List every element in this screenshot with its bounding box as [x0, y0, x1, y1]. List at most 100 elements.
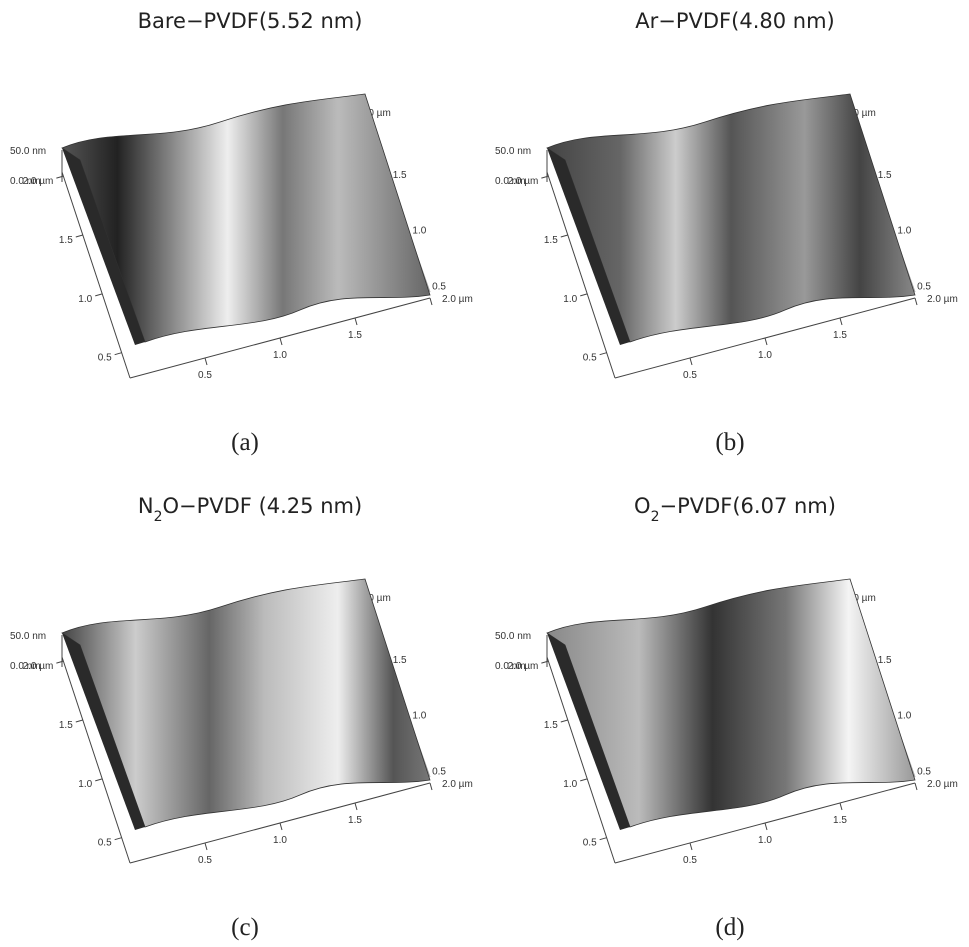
left-tick — [580, 778, 588, 782]
right-tick-label: 1.0 — [412, 711, 426, 722]
bottom-tick-label: 1.0 — [758, 835, 772, 846]
bottom-tick-label: 2.0 µm — [442, 779, 473, 790]
panel-label: (a) — [231, 429, 259, 456]
left-axis — [61, 656, 131, 864]
bottom-tick — [279, 337, 283, 346]
title-part: Ar−PVDF(4.80 nm) — [635, 9, 834, 33]
left-tick — [75, 234, 83, 238]
z-tick-label: 50.0 nm — [10, 631, 46, 642]
panel: Ar−PVDF(4.80 nm)50.0 nm0.0 nm2.0 µm1.51.… — [495, 9, 958, 456]
right-tick-label: 2.0 µm — [845, 593, 876, 604]
bottom-tick — [354, 802, 358, 811]
left-tick-label: 0.5 — [98, 353, 112, 364]
left-tick — [95, 293, 103, 297]
bottom-tick — [764, 337, 768, 346]
bottom-tick-label: 0.5 — [198, 855, 212, 866]
left-tick — [541, 660, 549, 664]
left-tick-label: 1.5 — [544, 720, 558, 731]
title-part: O−PVDF (4.25 nm) — [162, 494, 362, 518]
right-tick-label: 1.5 — [393, 170, 407, 181]
z-tick-label: 0.0 nm — [10, 176, 41, 187]
bottom-tick — [429, 782, 433, 791]
panel-title: O2−PVDF(6.07 nm) — [634, 494, 836, 525]
bottom-tick-label: 1.0 — [273, 835, 287, 846]
right-tick-label: 1.5 — [878, 655, 892, 666]
left-tick-label: 1.0 — [563, 779, 577, 790]
right-tick-label: 1.0 — [897, 226, 911, 237]
title-part: N — [138, 494, 154, 518]
bottom-tick — [839, 802, 843, 811]
z-tick-label: 0.0 nm — [495, 661, 526, 672]
surface — [546, 578, 916, 828]
panel: O2−PVDF(6.07 nm)50.0 nm0.0 nm2.0 µm1.51.… — [495, 494, 958, 941]
bottom-tick-label: 1.0 — [758, 350, 772, 361]
bottom-tick — [204, 842, 208, 851]
left-tick — [114, 837, 122, 841]
z-tick-label: 50.0 nm — [495, 146, 531, 157]
left-tick — [541, 175, 549, 179]
title-part: O — [634, 494, 651, 518]
right-tick-label: 0.5 — [432, 281, 446, 292]
bottom-tick-label: 0.5 — [683, 855, 697, 866]
right-tick-label: 0.5 — [917, 766, 931, 777]
right-tick-label: 2.0 µm — [360, 593, 391, 604]
bottom-tick — [689, 842, 693, 851]
right-tick-label: 1.0 — [412, 226, 426, 237]
bottom-tick-label: 0.5 — [198, 370, 212, 381]
bottom-tick — [689, 357, 693, 366]
left-tick — [95, 778, 103, 782]
left-axis — [546, 656, 616, 864]
bottom-tick-label: 2.0 µm — [927, 294, 958, 305]
right-tick-label: 2.0 µm — [845, 108, 876, 119]
left-tick-label: 0.5 — [583, 353, 597, 364]
surface-side — [62, 633, 145, 830]
right-tick-label: 0.5 — [432, 766, 446, 777]
right-tick-label: 1.0 — [897, 711, 911, 722]
panel: Bare−PVDF(5.52 nm) 50.0 nm 0.0 nm 2.0 µm 1.5… — [10, 9, 473, 456]
title-part: Bare−PVDF(5.52 nm) — [138, 9, 363, 33]
bottom-tick — [429, 297, 433, 306]
left-tick-label: 2.0 µm — [508, 176, 539, 187]
z-tick-label: 50.0 nm — [495, 631, 531, 642]
bottom-tick — [839, 317, 843, 326]
surface-side — [547, 633, 630, 830]
bottom-tick — [354, 317, 358, 326]
left-tick — [75, 719, 83, 723]
title-part: 2 — [154, 509, 163, 525]
left-tick — [599, 352, 607, 356]
right-tick-label: 0.5 — [917, 281, 931, 292]
panel: N2O−PVDF (4.25 nm)50.0 nm0.0 nm2.0 µm1.5… — [10, 494, 473, 941]
bottom-tick — [764, 822, 768, 831]
panel-label: (c) — [231, 914, 259, 941]
left-tick-label: 0.5 — [98, 838, 112, 849]
left-tick-label: 2.0 µm — [23, 661, 54, 672]
right-tick-label: 1.5 — [878, 170, 892, 181]
left-tick-label: 1.0 — [563, 294, 577, 305]
left-tick — [114, 352, 122, 356]
left-tick — [560, 719, 568, 723]
panel-title: Ar−PVDF(4.80 nm) — [635, 9, 834, 33]
bottom-tick-label: 1.5 — [833, 815, 847, 826]
left-tick-label: 1.5 — [544, 235, 558, 246]
bottom-tick — [279, 822, 283, 831]
surface-side — [547, 148, 630, 345]
surface — [546, 93, 916, 343]
z-tick-label: 50.0 nm — [10, 146, 46, 157]
bottom-tick — [204, 357, 208, 366]
bottom-tick-label: 0.5 — [683, 370, 697, 381]
right-tick-label: 2.0 µm — [360, 108, 391, 119]
panel-title: N2O−PVDF (4.25 nm) — [138, 494, 362, 525]
bottom-tick-label: 2.0 µm — [927, 779, 958, 790]
z-tick-label: 0.0 nm — [10, 661, 41, 672]
left-tick-label: 1.0 — [78, 294, 92, 305]
left-axis — [61, 171, 131, 379]
z-tick-label: 0.0 nm — [495, 176, 526, 187]
bottom-tick-label: 2.0 µm — [442, 294, 473, 305]
title-part: −PVDF(6.07 nm) — [659, 494, 835, 518]
left-tick-label: 2.0 µm — [508, 661, 539, 672]
panel-label: (b) — [715, 429, 744, 456]
panel-label: (d) — [715, 914, 744, 941]
left-tick-label: 1.5 — [59, 235, 73, 246]
title-part: 2 — [651, 509, 660, 525]
